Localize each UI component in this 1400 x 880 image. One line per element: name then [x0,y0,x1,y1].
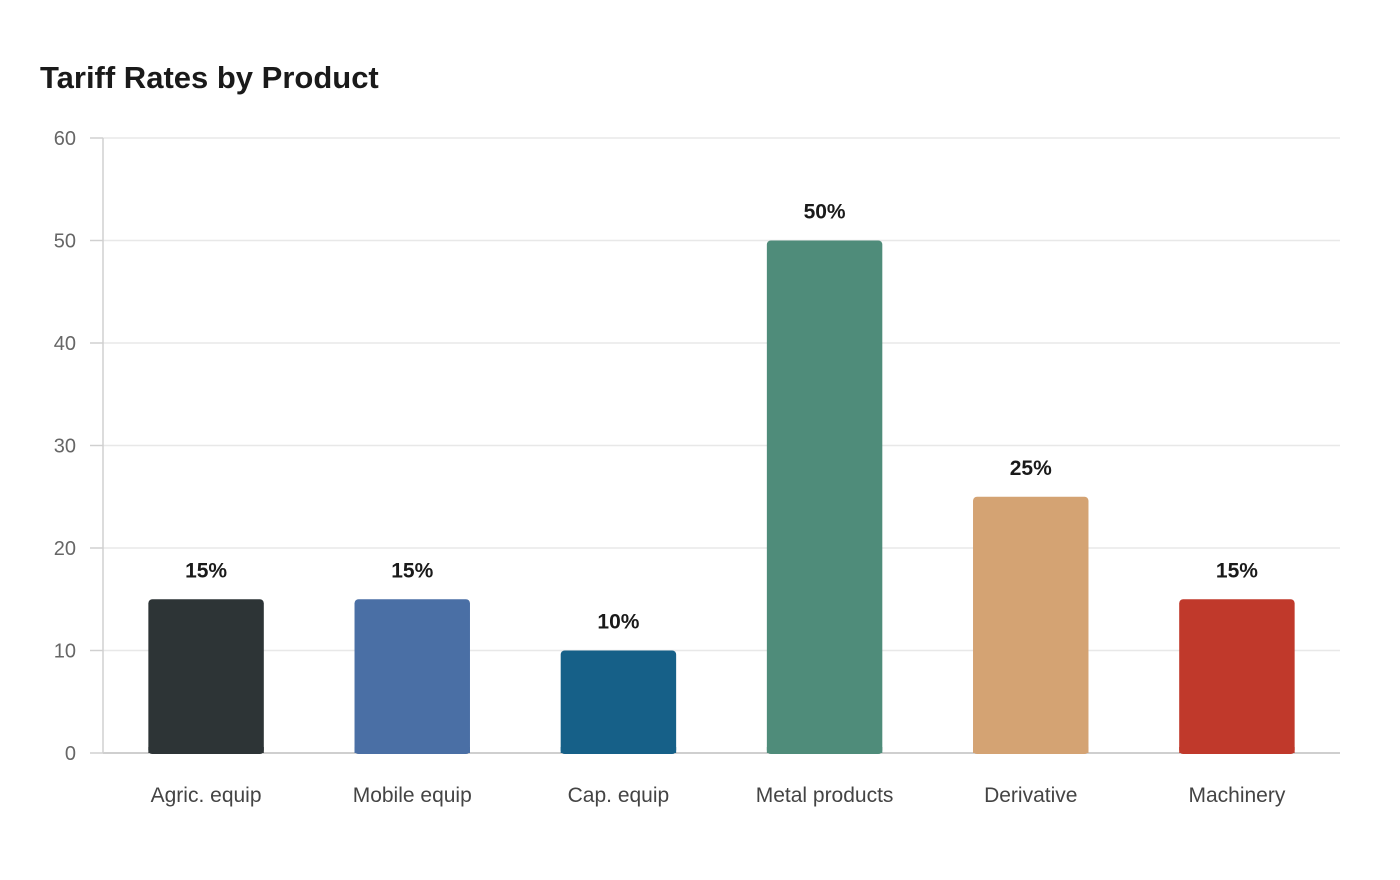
axes [90,137,1340,754]
data-labels: 15% 15% 10% 50% 25% 15% [185,201,1258,634]
y-tick-label: 40 [54,333,76,355]
data-label: 50% [804,201,846,224]
bar-base [560,747,677,753]
bar-metal-products [766,240,883,754]
y-axis-tick-labels: 0 10 20 30 40 50 60 [54,128,76,765]
data-label: 15% [1216,559,1258,582]
bar-machinery [1179,599,1295,754]
x-category-label: Machinery [1188,784,1285,807]
bar-base [148,747,264,753]
x-category-label: Cap. equip [568,784,670,807]
data-label: 15% [391,559,433,582]
y-tick-label: 60 [54,128,76,150]
data-label: 15% [185,559,227,582]
x-category-label: Metal products [756,784,894,807]
x-axis-category-labels: Agric. equip Mobile equip Cap. equip Metal … [151,784,1286,807]
bar-base [354,747,470,753]
data-label: 10% [597,611,639,634]
bar-agric-equip [148,599,264,754]
bar-base [766,747,883,753]
y-tick-label: 20 [54,538,76,560]
x-category-label: Derivative [984,784,1077,807]
bar-base [973,747,1089,753]
data-label: 25% [1010,457,1052,480]
x-category-label: Agric. equip [151,784,262,807]
y-tick-label: 0 [65,743,76,765]
y-tick-label: 50 [54,231,76,253]
bar-derivative [973,496,1089,754]
gridlines [103,137,1340,652]
bar-mobile-equip [354,599,470,754]
bar-base [1179,747,1295,753]
chart-title: Tariff Rates by Product [40,60,379,95]
bar-cap-equip [560,650,677,754]
y-tick-label: 30 [54,436,76,458]
bars [148,240,1295,754]
y-tick-label: 10 [54,641,76,663]
x-category-label: Mobile equip [353,784,472,807]
